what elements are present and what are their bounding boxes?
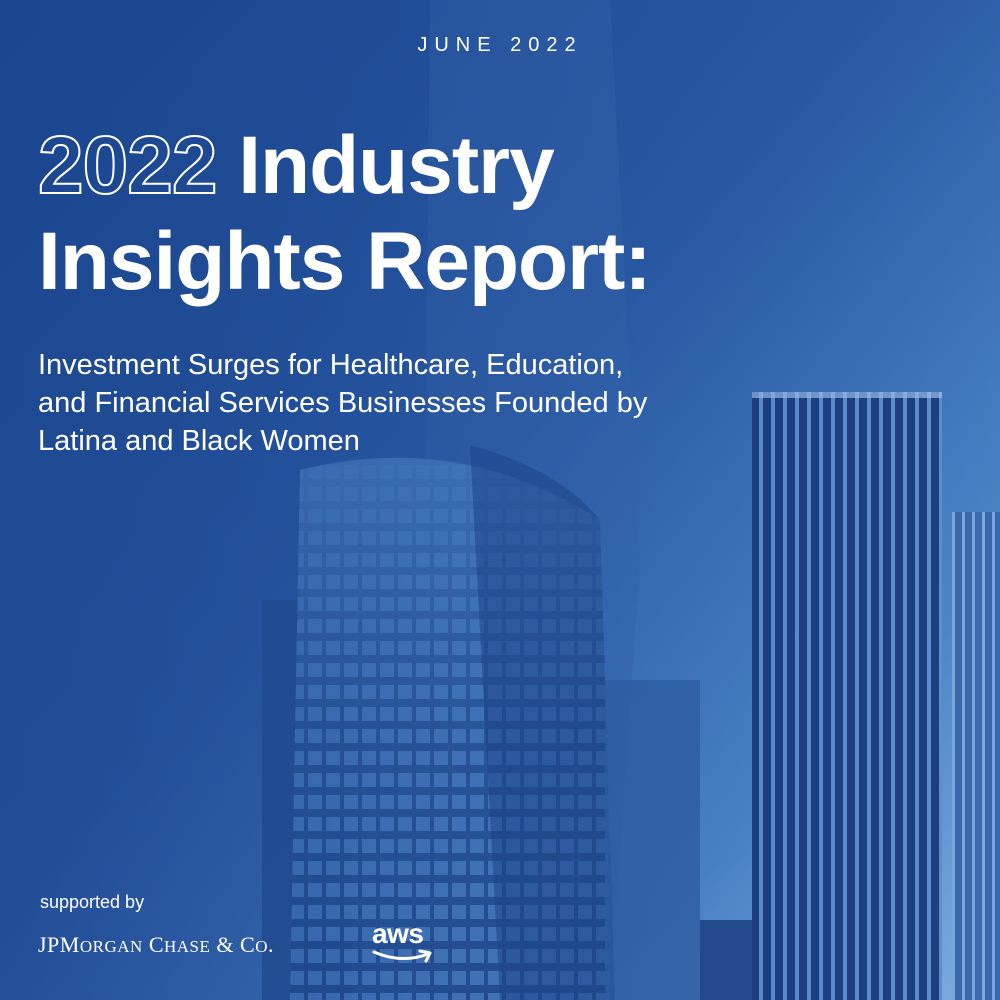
logo-part: ORGAN bbox=[79, 937, 143, 956]
title-line-2: Insights Report: bbox=[38, 216, 652, 307]
aws-wordmark: aws bbox=[372, 918, 424, 949]
jpmorgan-chase-logo: JPMORGAN CHASE & CO. bbox=[38, 932, 274, 958]
report-date: JUNE 2022 bbox=[417, 34, 583, 56]
title-word-industry: Industry bbox=[238, 120, 554, 211]
title-year-outlined: 2022 bbox=[37, 119, 218, 212]
logo-part: JP bbox=[38, 932, 60, 957]
aws-smile-icon bbox=[372, 949, 432, 963]
report-subtitle: Investment Surges for Healthcare, Educat… bbox=[38, 346, 778, 460]
subtitle-line-1: Investment Surges for Healthcare, Educat… bbox=[38, 349, 624, 381]
logo-part: O bbox=[255, 937, 268, 956]
logo-part: C bbox=[240, 932, 256, 957]
logo-part: HASE bbox=[164, 937, 211, 956]
logo-part: & bbox=[210, 932, 241, 957]
subtitle-line-3: Latina and Black Women bbox=[38, 425, 360, 457]
subtitle-line-2: and Financial Services Businesses Founde… bbox=[38, 387, 648, 419]
logo-part: C bbox=[148, 932, 164, 957]
aws-logo: aws bbox=[370, 918, 440, 966]
report-title: 2022 Industry Insights Report: bbox=[37, 118, 978, 310]
logo-part: M bbox=[59, 932, 80, 957]
supported-by-label: supported by bbox=[40, 892, 145, 912]
logo-part: . bbox=[268, 932, 274, 957]
